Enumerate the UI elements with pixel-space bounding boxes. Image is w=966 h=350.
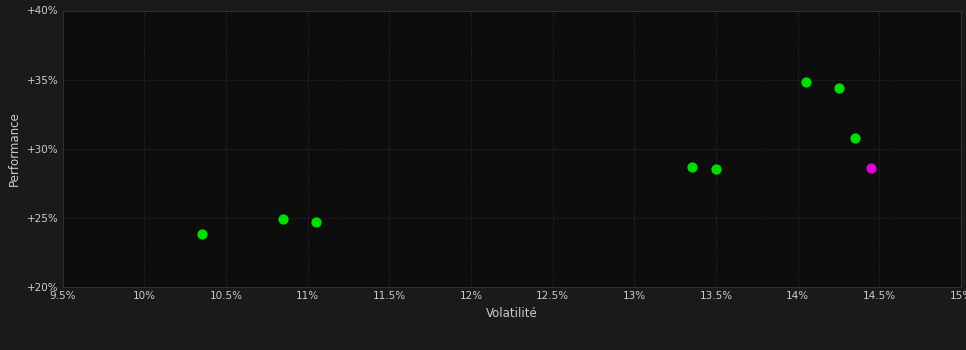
X-axis label: Volatilité: Volatilité	[486, 307, 538, 320]
Point	[798, 79, 813, 85]
Point	[275, 216, 291, 222]
Point	[308, 219, 324, 225]
Point	[847, 135, 863, 140]
Point	[684, 164, 699, 169]
Point	[194, 232, 210, 237]
Point	[831, 85, 846, 91]
Y-axis label: Performance: Performance	[9, 111, 21, 186]
Point	[708, 167, 724, 172]
Point	[864, 165, 879, 171]
